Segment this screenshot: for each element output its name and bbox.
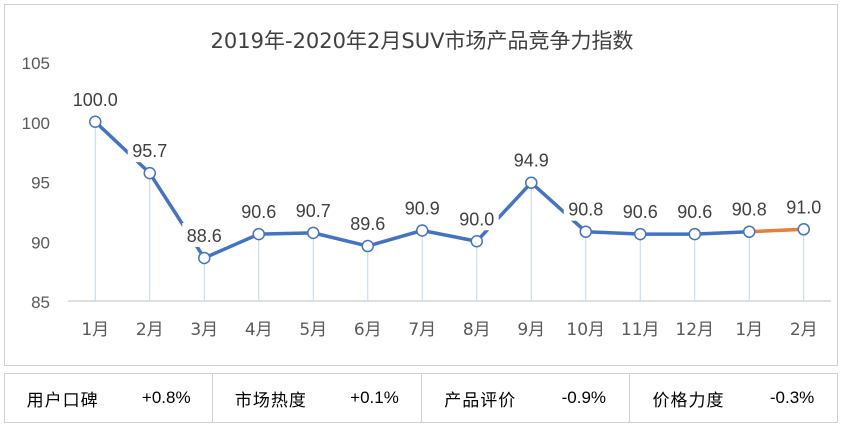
data-label-bg (127, 138, 172, 163)
y-tick-label: 90 (31, 233, 50, 252)
data-label-bg (291, 197, 336, 222)
y-tick-label: 105 (22, 54, 50, 73)
stat-value: -0.9% (561, 388, 607, 407)
x-tick-label: 3月 (190, 320, 218, 340)
data-point (470, 235, 483, 248)
data-point (89, 115, 102, 128)
data-label-bg (236, 199, 281, 224)
data-label: 90.6 (677, 202, 712, 222)
stats-bar: 用户口碑 +0.8% 市场热度 +0.1% 产品评价 -0.9% 价格力度 -0… (4, 373, 838, 423)
stat-label: 价格力度 (652, 390, 725, 411)
data-label-bg (563, 196, 608, 221)
data-label-bg (509, 147, 554, 172)
y-tick-label: 100 (22, 114, 50, 133)
data-label: 90.6 (241, 202, 276, 222)
data-label-bg (345, 211, 390, 236)
x-tick-label: 11月 (621, 320, 660, 340)
stat-market-heat: 市场热度 +0.1% (213, 374, 422, 422)
stat-label: 市场热度 (234, 390, 307, 411)
stat-product-review: 产品评价 -0.9% (422, 374, 630, 422)
stat-user-reputation: 用户口碑 +0.8% (5, 374, 214, 422)
y-tick-label: 95 (31, 174, 50, 193)
data-point (525, 176, 538, 189)
data-label: 90.0 (459, 209, 494, 229)
data-point (143, 166, 156, 180)
data-label: 90.8 (568, 200, 603, 220)
series-line-highlight (749, 227, 804, 234)
data-label-bg (68, 86, 123, 111)
data-label-bg (182, 222, 227, 247)
data-label: 94.9 (514, 151, 549, 171)
drop-lines (94, 121, 805, 301)
x-tick-label: 2月 (790, 320, 818, 340)
x-tick-label: 7月 (408, 320, 436, 340)
data-point (579, 225, 592, 238)
stat-value: -0.3% (769, 388, 815, 407)
line-chart: 2019年-2020年2月SUV市场产品竞争力指数 85 90 95 100 105 1… (22, 29, 831, 340)
data-point (743, 225, 756, 238)
y-tick-label: 85 (31, 293, 50, 312)
x-tick-label: 9月 (517, 320, 545, 340)
data-point (361, 239, 374, 253)
chart-frame: 2019年-2020年2月SUV市场产品竞争力指数 85 90 95 100 105 1… (4, 4, 838, 366)
data-label: 90.9 (405, 198, 440, 218)
x-tick-label: 4月 (245, 320, 273, 340)
data-label-bg (727, 196, 772, 221)
stat-label: 用户口碑 (26, 390, 99, 411)
data-label: 95.7 (132, 141, 167, 161)
data-label-bg (400, 195, 445, 220)
y-axis: 85 90 95 100 105 (22, 54, 50, 312)
stat-price-strength: 价格力度 -0.3% (630, 374, 837, 422)
data-label-bg (781, 194, 826, 219)
x-axis: 1月 2月 3月 4月 5月 6月 7月 8月 9月 10月 11月 12月 1月 2月 (68, 300, 831, 340)
data-label-bg (618, 199, 663, 224)
data-point (198, 251, 211, 265)
x-tick-label: 12月 (675, 320, 714, 340)
data-point (416, 224, 429, 237)
data-label: 90.8 (732, 200, 767, 220)
stat-value: +0.1% (350, 388, 399, 407)
x-tick-label: 1月 (81, 320, 109, 340)
data-label: 90.6 (623, 202, 658, 222)
x-tick-label: 5月 (299, 320, 327, 340)
x-tick-label: 10月 (566, 320, 605, 340)
stat-value: +0.8% (141, 388, 191, 407)
data-label: 91.0 (786, 197, 821, 217)
x-tick-label: 8月 (463, 320, 491, 340)
data-point (688, 227, 701, 241)
stat-label: 产品评价 (444, 390, 517, 411)
x-tick-label: 2月 (136, 320, 164, 340)
data-label: 100.0 (73, 90, 118, 110)
data-point (797, 223, 810, 236)
data-labels: 100.0 95.7 88.6 90.6 90.7 89.6 90.9 90.0 94.9 90.… (68, 86, 826, 247)
data-point (252, 227, 265, 241)
data-label-bg (454, 206, 499, 231)
data-label: 89.6 (350, 214, 385, 234)
markers (89, 115, 810, 265)
data-label: 90.7 (296, 201, 331, 221)
data-label: 88.6 (187, 226, 222, 246)
data-point (634, 227, 647, 241)
x-tick-label: 1月 (735, 320, 763, 340)
data-point (307, 226, 320, 240)
data-label-bg (672, 199, 717, 224)
chart-title: 2019年-2020年2月SUV市场产品竞争力指数 (211, 29, 634, 53)
x-tick-label: 6月 (354, 320, 382, 340)
